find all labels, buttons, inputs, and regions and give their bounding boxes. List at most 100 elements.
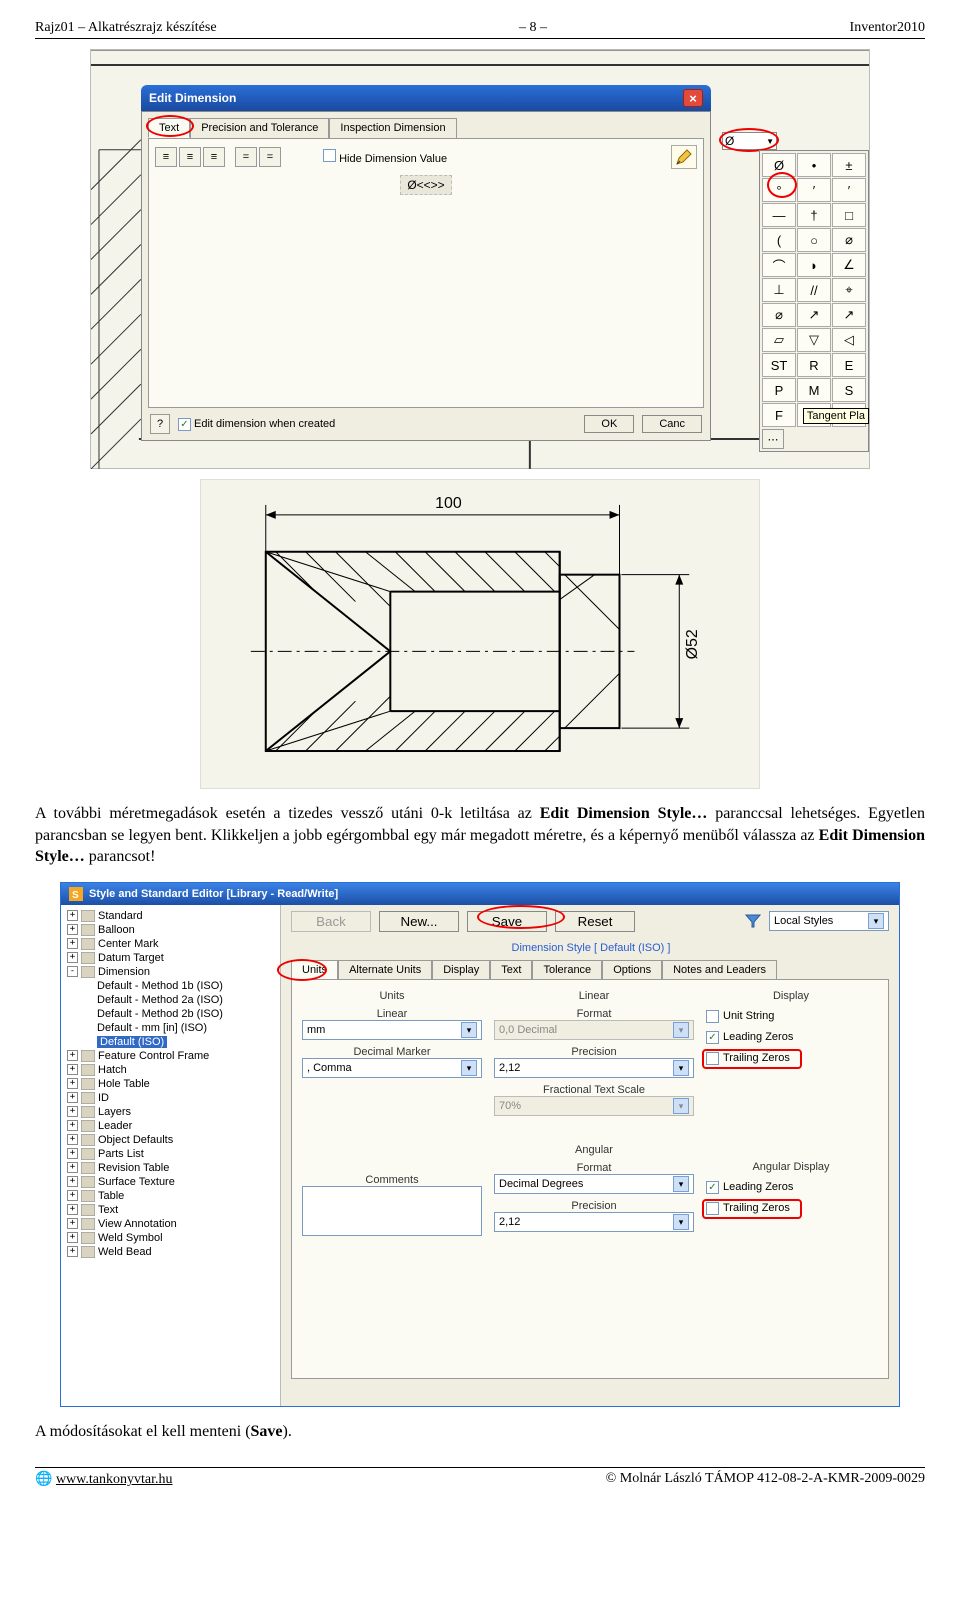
style-tree[interactable]: +Standard+Balloon+Center Mark+Datum Targ… bbox=[61, 905, 281, 1406]
symbol-cell[interactable]: ⌒ bbox=[762, 253, 796, 277]
symbol-cell[interactable]: ± bbox=[832, 153, 866, 177]
tree-item[interactable]: +Object Defaults bbox=[63, 1133, 278, 1147]
angular-precision-dropdown[interactable]: 2,12▾ bbox=[494, 1212, 694, 1232]
symbol-cell[interactable]: — bbox=[762, 203, 796, 227]
symbol-cell[interactable]: ( bbox=[762, 228, 796, 252]
tree-item[interactable]: +Surface Texture bbox=[63, 1175, 278, 1189]
symbol-cell[interactable]: P bbox=[762, 378, 796, 402]
unit-string-checkbox[interactable]: Unit String bbox=[706, 1010, 876, 1023]
hide-dim-value-checkbox[interactable]: Hide Dimension Value bbox=[323, 149, 447, 165]
symbol-cell[interactable]: ◗ bbox=[797, 253, 831, 277]
leading-zeros-checkbox[interactable]: ✓Leading Zeros bbox=[706, 1031, 876, 1044]
justify-left-icon[interactable]: ≡ bbox=[155, 147, 177, 167]
symbol-cell[interactable]: ⊥ bbox=[762, 278, 796, 302]
angular-trailing-zeros-checkbox[interactable]: Trailing Zeros bbox=[706, 1202, 876, 1215]
symbol-cell[interactable]: ⌖ bbox=[832, 278, 866, 302]
symbol-cell[interactable]: R bbox=[797, 353, 831, 377]
symbol-cell[interactable]: ⌀ bbox=[762, 303, 796, 327]
decimal-marker-dropdown[interactable]: , Comma▾ bbox=[302, 1058, 482, 1078]
symbol-cell[interactable]: ⌀ bbox=[832, 228, 866, 252]
precision-dropdown[interactable]: 2,12▾ bbox=[494, 1058, 694, 1078]
tab-precision[interactable]: Precision and Tolerance bbox=[190, 118, 329, 138]
tree-item[interactable]: +ID bbox=[63, 1091, 278, 1105]
symbol-cell[interactable]: □ bbox=[832, 203, 866, 227]
tab-text[interactable]: Text bbox=[148, 118, 190, 138]
symbol-cell[interactable]: ′ bbox=[832, 178, 866, 202]
symbol-cell[interactable]: F bbox=[762, 403, 796, 427]
symbol-cell[interactable]: ↗ bbox=[832, 303, 866, 327]
tree-child-item[interactable]: Default - Method 2a (ISO) bbox=[63, 993, 278, 1007]
close-icon[interactable]: × bbox=[683, 89, 703, 107]
symbol-cell[interactable]: ○ bbox=[797, 228, 831, 252]
tree-item[interactable]: +View Annotation bbox=[63, 1217, 278, 1231]
tab-alt-units[interactable]: Alternate Units bbox=[338, 960, 432, 979]
symbol-cell[interactable]: ▽ bbox=[797, 328, 831, 352]
tree-item[interactable]: +Balloon bbox=[63, 923, 278, 937]
linear-dropdown[interactable]: mm▾ bbox=[302, 1020, 482, 1040]
symbol-cell[interactable]: M bbox=[797, 378, 831, 402]
symbol-cell[interactable]: • bbox=[797, 153, 831, 177]
back-button[interactable]: Back bbox=[291, 911, 371, 932]
symbol-cell[interactable]: Ø bbox=[762, 153, 796, 177]
tree-item[interactable]: +Text bbox=[63, 1203, 278, 1217]
symbol-cell[interactable]: // bbox=[797, 278, 831, 302]
tree-child-item[interactable]: Default - mm [in] (ISO) bbox=[63, 1021, 278, 1035]
tree-item[interactable]: +Standard bbox=[63, 909, 278, 923]
tree-item[interactable]: +Weld Bead bbox=[63, 1245, 278, 1259]
dimension-text-field[interactable]: Ø<<>> bbox=[400, 175, 451, 195]
tree-child-item[interactable]: Default - Method 1b (ISO) bbox=[63, 979, 278, 993]
justify-center-icon[interactable]: ≡ bbox=[179, 147, 201, 167]
symbol-cell[interactable]: † bbox=[797, 203, 831, 227]
edit-pencil-icon[interactable] bbox=[671, 145, 697, 169]
tree-item[interactable]: +Revision Table bbox=[63, 1161, 278, 1175]
symbol-cell[interactable]: E bbox=[832, 353, 866, 377]
tree-item[interactable]: +Feature Control Frame bbox=[63, 1049, 278, 1063]
align-top-icon[interactable]: = bbox=[235, 147, 257, 167]
symbol-cell[interactable]: ▱ bbox=[762, 328, 796, 352]
symbol-cell[interactable]: ST bbox=[762, 353, 796, 377]
edit-when-created-checkbox[interactable]: ✓ Edit dimension when created bbox=[178, 418, 335, 431]
new-button[interactable]: New... bbox=[379, 911, 459, 932]
tree-item[interactable]: +Center Mark bbox=[63, 937, 278, 951]
justify-right-icon[interactable]: ≡ bbox=[203, 147, 225, 167]
align-mid-icon[interactable]: = bbox=[259, 147, 281, 167]
tree-child-item[interactable]: Default (ISO) bbox=[63, 1035, 278, 1049]
help-icon[interactable]: ? bbox=[150, 414, 170, 434]
symbol-cell[interactable]: ◁ bbox=[832, 328, 866, 352]
symbol-cell[interactable]: ∠ bbox=[832, 253, 866, 277]
tree-item[interactable]: +Datum Target bbox=[63, 951, 278, 965]
symbol-cell[interactable]: S bbox=[832, 378, 866, 402]
save-button[interactable]: Save bbox=[467, 911, 547, 932]
symbol-cell[interactable]: ° bbox=[762, 178, 796, 202]
symbol-cell[interactable]: ′ bbox=[797, 178, 831, 202]
tab-units[interactable]: Units bbox=[291, 960, 338, 979]
tree-item[interactable]: +Hole Table bbox=[63, 1077, 278, 1091]
palette-menu-icon[interactable]: ⋯ bbox=[762, 429, 784, 449]
tab-tolerance[interactable]: Tolerance bbox=[532, 960, 602, 979]
ok-button[interactable]: OK bbox=[584, 415, 634, 433]
cancel-button[interactable]: Canc bbox=[642, 415, 702, 433]
tab-text[interactable]: Text bbox=[490, 960, 532, 979]
angular-format-dropdown[interactable]: Decimal Degrees▾ bbox=[494, 1174, 694, 1194]
tree-item[interactable]: +Leader bbox=[63, 1119, 278, 1133]
format-dropdown[interactable]: 0,0 Decimal▾ bbox=[494, 1020, 694, 1040]
filter-dropdown[interactable]: Local Styles▾ bbox=[769, 911, 889, 931]
reset-button[interactable]: Reset bbox=[555, 911, 635, 932]
tab-options[interactable]: Options bbox=[602, 960, 662, 979]
filter-icon[interactable] bbox=[745, 913, 761, 929]
symbol-dropdown[interactable]: Ø ▼ bbox=[722, 132, 777, 150]
tree-item[interactable]: +Hatch bbox=[63, 1063, 278, 1077]
tab-notes[interactable]: Notes and Leaders bbox=[662, 960, 777, 979]
angular-leading-zeros-checkbox[interactable]: ✓Leading Zeros bbox=[706, 1181, 876, 1194]
tree-item[interactable]: +Parts List bbox=[63, 1147, 278, 1161]
tree-item[interactable]: -Dimension bbox=[63, 965, 278, 979]
tree-item[interactable]: +Table bbox=[63, 1189, 278, 1203]
symbol-cell[interactable]: ↗ bbox=[797, 303, 831, 327]
tree-item[interactable]: +Layers bbox=[63, 1105, 278, 1119]
tree-item[interactable]: +Weld Symbol bbox=[63, 1231, 278, 1245]
tab-display[interactable]: Display bbox=[432, 960, 490, 979]
tree-child-item[interactable]: Default - Method 2b (ISO) bbox=[63, 1007, 278, 1021]
trailing-zeros-checkbox[interactable]: Trailing Zeros bbox=[706, 1052, 876, 1065]
tab-inspection[interactable]: Inspection Dimension bbox=[329, 118, 456, 138]
comments-field[interactable] bbox=[302, 1186, 482, 1236]
